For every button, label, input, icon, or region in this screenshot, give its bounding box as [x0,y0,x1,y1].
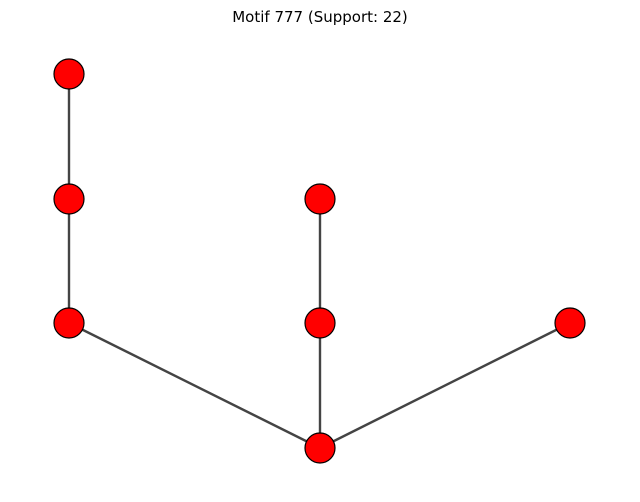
edges-layer [67,72,572,450]
graph-node [53,183,85,215]
graph-node [554,307,586,339]
graph-node [304,183,336,215]
graph-edge [318,321,572,450]
graph-node [304,307,336,339]
graph-title: Motif 777 (Support: 22) [232,8,408,26]
graph-node [53,307,85,339]
graph-node [304,432,336,464]
graph-node [53,58,85,90]
graph-edge [67,321,322,450]
nodes-layer [53,58,586,464]
